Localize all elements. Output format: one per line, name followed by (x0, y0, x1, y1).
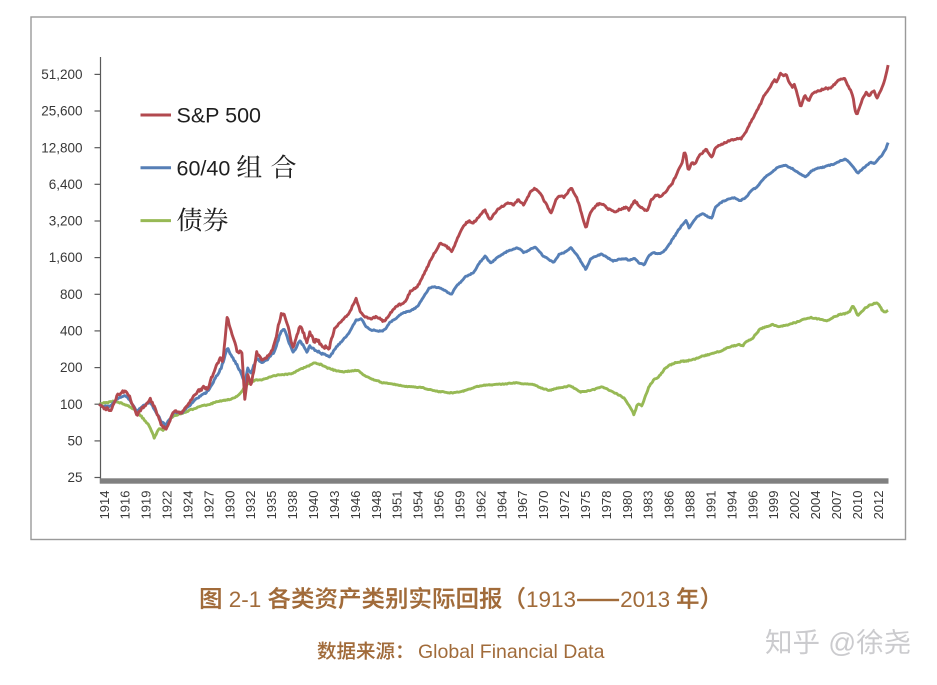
svg-text:1951: 1951 (390, 491, 405, 520)
svg-text:1988: 1988 (683, 491, 698, 520)
svg-text:25: 25 (67, 470, 82, 485)
svg-text:1924: 1924 (181, 491, 196, 520)
svg-text:100: 100 (60, 397, 83, 412)
svg-text:1975: 1975 (578, 491, 593, 520)
svg-text:1943: 1943 (327, 491, 342, 520)
svg-text:2010: 2010 (850, 491, 865, 520)
svg-text:3,200: 3,200 (49, 214, 83, 229)
svg-text:60/40: 60/40 (177, 157, 231, 181)
svg-text:2002: 2002 (787, 491, 802, 520)
svg-text:1994: 1994 (724, 491, 739, 520)
svg-text:1996: 1996 (745, 491, 760, 520)
svg-text:1927: 1927 (201, 491, 216, 520)
svg-text:1991: 1991 (704, 491, 719, 520)
svg-text:2013: 2013 (620, 587, 670, 612)
svg-text:1972: 1972 (557, 491, 572, 520)
svg-text:1946: 1946 (348, 491, 363, 520)
svg-text:2004: 2004 (808, 491, 823, 520)
svg-text:1922: 1922 (160, 491, 175, 520)
svg-text:S&P 500: S&P 500 (177, 104, 262, 128)
svg-text:1932: 1932 (243, 491, 258, 520)
svg-text:1980: 1980 (620, 491, 635, 520)
svg-text:1935: 1935 (264, 491, 279, 520)
svg-text:800: 800 (60, 287, 83, 302)
svg-text:1930: 1930 (222, 491, 237, 520)
svg-text:2012: 2012 (871, 491, 886, 520)
svg-text:400: 400 (60, 324, 83, 339)
svg-text:25,600: 25,600 (41, 104, 82, 119)
svg-text:1954: 1954 (411, 491, 426, 520)
svg-text:2007: 2007 (829, 491, 844, 520)
svg-text:1999: 1999 (766, 491, 781, 520)
svg-text:1967: 1967 (515, 491, 530, 520)
svg-text:@: @ (828, 627, 856, 658)
svg-text:1913: 1913 (526, 587, 576, 612)
svg-text:1940: 1940 (306, 491, 321, 520)
svg-text:1978: 1978 (599, 491, 614, 520)
svg-text:1956: 1956 (432, 491, 447, 520)
svg-text:50: 50 (67, 434, 82, 449)
svg-text:1964: 1964 (494, 491, 509, 520)
svg-text:1,600: 1,600 (49, 250, 83, 265)
svg-text:1970: 1970 (536, 491, 551, 520)
svg-text:Global Financial Data: Global Financial Data (418, 641, 605, 663)
svg-text:1986: 1986 (662, 491, 677, 520)
svg-text:6,400: 6,400 (49, 177, 83, 192)
svg-text:1938: 1938 (285, 491, 300, 520)
svg-text:1916: 1916 (118, 491, 133, 520)
svg-text:1948: 1948 (369, 491, 384, 520)
svg-text:200: 200 (60, 360, 83, 375)
svg-text:1983: 1983 (641, 491, 656, 520)
svg-text:1919: 1919 (139, 491, 154, 520)
svg-text:1914: 1914 (97, 491, 112, 520)
svg-text:2-1: 2-1 (223, 587, 268, 612)
svg-text:1959: 1959 (452, 491, 467, 520)
svg-text:1962: 1962 (473, 491, 488, 520)
svg-text:51,200: 51,200 (41, 67, 82, 82)
svg-text:12,800: 12,800 (41, 140, 82, 155)
